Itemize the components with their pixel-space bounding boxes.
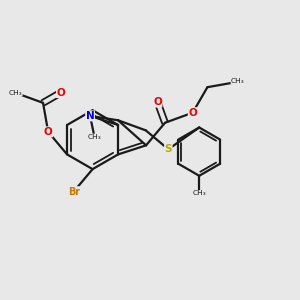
Text: N: N xyxy=(86,111,94,121)
Text: CH₃: CH₃ xyxy=(231,78,245,84)
Text: CH₃: CH₃ xyxy=(8,90,22,96)
Text: CH₃: CH₃ xyxy=(192,190,206,196)
Text: Br: Br xyxy=(68,187,80,197)
Text: O: O xyxy=(153,97,162,107)
Text: O: O xyxy=(56,88,65,98)
Text: CH₃: CH₃ xyxy=(88,134,101,140)
Text: O: O xyxy=(44,127,52,137)
Text: S: S xyxy=(165,144,172,154)
Text: O: O xyxy=(188,108,197,118)
